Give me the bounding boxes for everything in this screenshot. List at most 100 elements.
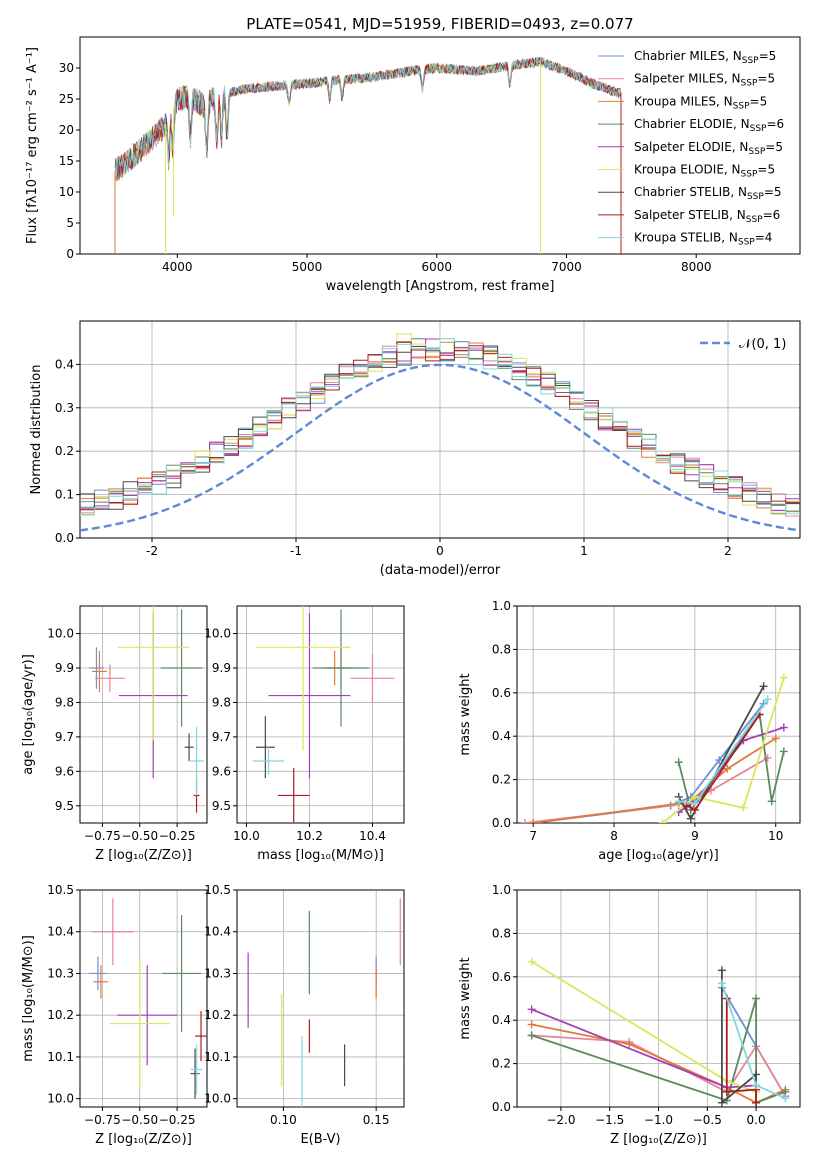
y-tick-label: 1.0 (492, 599, 511, 613)
legend-label-sub: SSP (741, 79, 758, 89)
y-tick-label: 0.0 (492, 816, 511, 830)
y-tick-label: 9.7 (212, 730, 231, 744)
series-marker-kroupa-miles (625, 1040, 634, 1049)
y-tick-label: 10.0 (47, 627, 74, 641)
legend-label-chabrier-miles: Chabrier MILES, NSSP=5 (634, 49, 776, 66)
legend-label-main: Kroupa MILES, N (634, 94, 733, 108)
y-tick-label: 0.8 (492, 926, 511, 940)
series-marker-kroupa-elodie (779, 673, 788, 682)
series-marker-kroupa-miles (527, 1020, 536, 1029)
legend-label-main: Kroupa ELODIE, N (634, 163, 741, 177)
y-tick-label: 1.0 (492, 883, 511, 897)
y-tick-label: 15 (59, 154, 74, 168)
legend-residuals: 𝒩(0, 1) (700, 337, 786, 352)
series-marker-kroupa-elodie (739, 803, 748, 812)
y-tick-label: 10.3 (47, 966, 74, 980)
y-tick-label: 9.9 (55, 661, 74, 675)
x-tick-label: 0.10 (270, 1113, 297, 1127)
x-tick-label: 9 (691, 829, 699, 843)
series-marker-salpeter-miles (521, 819, 530, 823)
y-axis-label: mass [log₁₀(M/M⊙)] (21, 935, 36, 1062)
x-tick-label: 5000 (292, 260, 323, 274)
legend-label-tail: =6 (766, 117, 784, 131)
x-tick-label: −0.25 (159, 829, 196, 843)
y-tick-label: 0.3 (55, 401, 74, 415)
y-tick-label: 10.4 (204, 925, 231, 939)
x-tick-label: −0.75 (84, 1113, 121, 1127)
legend-label-sub: SSP (748, 147, 765, 157)
plot-massweight-vs-age: 7 8 9 10 0.0 0.2 0.4 0.6 0.8 1.0 age [log₁₀(age/yr… (458, 599, 801, 863)
plot-age-vs-metallicity: −0.75 −0.50 −0.25 9.5 9.6 9.7 9.8 9.9 10.0 Z [log… (21, 605, 208, 863)
y-tick-label: 10.5 (204, 883, 231, 897)
x-axis-label: age [log₁₀(age/yr)] (598, 848, 719, 863)
series-marker-kroupa-stelib (763, 695, 772, 704)
series-marker-salpeter-elodie (779, 723, 788, 732)
y-tick-label: 9.6 (212, 764, 231, 778)
y-tick-label: 9.5 (212, 799, 231, 813)
legend-label-chabrier-stelib: Chabrier STELIB, NSSP=5 (634, 185, 782, 202)
legend-label-main: Chabrier STELIB, N (634, 185, 747, 199)
series-marker-kroupa-elodie (527, 957, 536, 966)
plot-residual-histogram: -2 -1 0 1 2 0.0 0.1 0.2 0.3 0.4 (data-model)/error… (29, 320, 801, 578)
series-marker-kroupa-stelib (781, 1094, 790, 1103)
legend-label-tail: =5 (750, 94, 768, 108)
y-tick-label: 0.4 (492, 1013, 511, 1027)
figure-title: PLATE=0541, MJD=51959, FIBERID=0493, z=0… (246, 15, 633, 33)
legend-label-tail: =6 (763, 208, 781, 222)
series-line-kroupa-elodie (661, 677, 785, 823)
x-tick-label: 10.4 (359, 829, 386, 843)
series-marker-chabrier-elodie (752, 994, 761, 1003)
y-tick-label: 10.0 (204, 627, 231, 641)
legend-label-main: Kroupa STELIB, N (634, 231, 738, 245)
legend-label-gauss: 𝒩(0, 1) (739, 337, 786, 352)
legend-label-main: Chabrier ELODIE, N (634, 117, 750, 131)
x-tick-label: −0.75 (84, 829, 121, 843)
gaussian-curve (80, 363, 798, 532)
x-axis-label: wavelength [Angstrom, rest frame] (326, 279, 555, 294)
x-axis-label: (data-model)/error (380, 563, 501, 578)
legend-label-main: Salpeter STELIB, N (634, 208, 746, 222)
legend-label-main: Salpeter ELODIE, N (634, 140, 748, 154)
series-marker-kroupa-stelib (717, 979, 726, 988)
y-tick-label: 9.8 (55, 695, 74, 709)
x-tick-label: 0.0 (747, 1113, 766, 1127)
y-tick-label: 0.2 (492, 1057, 511, 1071)
series-line-salpeter-stelib (725, 998, 757, 1103)
spectrum-line-salpeter-stelib (115, 57, 620, 181)
y-axis-label: mass weight (458, 673, 473, 755)
x-tick-label: 0 (436, 544, 444, 558)
legend-label-sub: SSP (738, 238, 755, 248)
legend-label-sub: SSP (750, 124, 767, 134)
series-line-salpeter-miles (524, 757, 769, 823)
axes-frame (236, 605, 405, 824)
series-marker-chabrier-elodie (779, 747, 788, 756)
axes-frame (516, 889, 801, 1108)
axes-frame (79, 605, 208, 824)
plot-massweight-vs-metallicity: −2.0 −1.5 −1.0 −0.5 0.0 0.0 0.2 0.4 0.6 0.8 1.0 Z [… (458, 883, 801, 1147)
y-tick-label: 0.6 (492, 970, 511, 984)
x-axis-label: mass [log₁₀(M/M⊙)] (257, 848, 384, 863)
series-marker-chabrier-stelib (752, 1070, 761, 1079)
y-tick-label: 0.1 (55, 488, 74, 502)
series-marker-chabrier-miles (715, 756, 724, 765)
y-axis-label: Normed distribution (29, 365, 44, 495)
x-tick-label: 10.0 (233, 829, 260, 843)
y-tick-label: 0.0 (55, 531, 74, 545)
series-line-kroupa-miles (533, 737, 777, 823)
x-tick-label: 8 (610, 829, 618, 843)
y-tick-label: 9.7 (55, 730, 74, 744)
legend-label-tail: =5 (759, 49, 777, 63)
y-tick-label: 0.8 (492, 642, 511, 656)
legend-label-tail: =5 (757, 163, 775, 177)
histogram-salpeter-stelib (80, 341, 800, 511)
y-tick-label: 9.5 (55, 799, 74, 813)
legend-label-sub: SSP (741, 170, 758, 180)
y-tick-label: 0.4 (492, 729, 511, 743)
histogram-kroupa-stelib (80, 338, 800, 515)
axes-frame (236, 889, 405, 1108)
series-marker-salpeter-stelib (752, 1098, 761, 1107)
series-marker-chabrier-stelib (686, 814, 695, 823)
y-tick-label: 10.2 (204, 1008, 231, 1022)
plot-area (114, 56, 622, 254)
x-axis-label: Z [log₁₀(Z/Z⊙)] (95, 848, 192, 863)
